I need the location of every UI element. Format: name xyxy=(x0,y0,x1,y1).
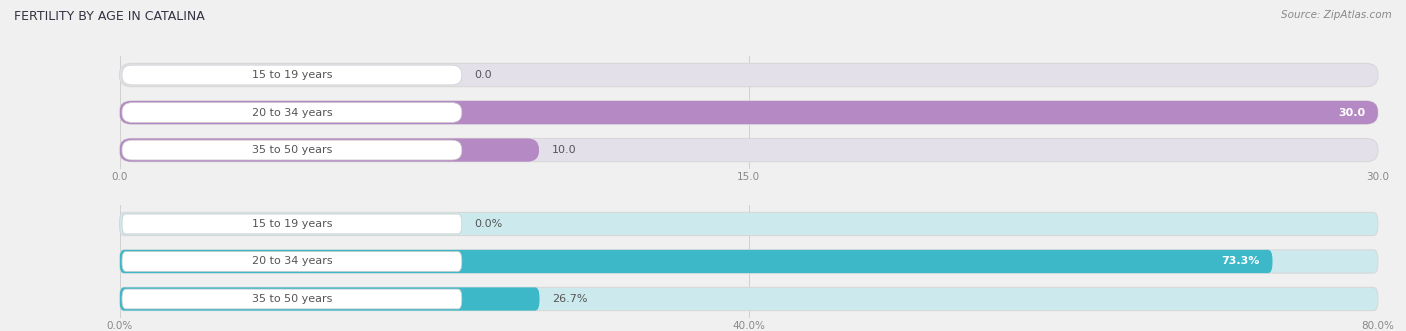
FancyBboxPatch shape xyxy=(122,289,461,309)
FancyBboxPatch shape xyxy=(120,250,1378,273)
FancyBboxPatch shape xyxy=(120,287,540,310)
FancyBboxPatch shape xyxy=(120,138,1378,162)
FancyBboxPatch shape xyxy=(120,250,1272,273)
Text: 35 to 50 years: 35 to 50 years xyxy=(252,294,332,304)
Text: FERTILITY BY AGE IN CATALINA: FERTILITY BY AGE IN CATALINA xyxy=(14,10,205,23)
Text: 20 to 34 years: 20 to 34 years xyxy=(252,257,332,266)
FancyBboxPatch shape xyxy=(120,64,1378,87)
Text: 26.7%: 26.7% xyxy=(553,294,588,304)
Text: 10.0: 10.0 xyxy=(551,145,576,155)
Text: 20 to 34 years: 20 to 34 years xyxy=(252,108,332,118)
Text: 0.0%: 0.0% xyxy=(474,219,502,229)
Text: 73.3%: 73.3% xyxy=(1222,257,1260,266)
FancyBboxPatch shape xyxy=(122,140,461,160)
Text: 30.0: 30.0 xyxy=(1339,108,1365,118)
FancyBboxPatch shape xyxy=(120,101,1378,124)
FancyBboxPatch shape xyxy=(120,101,1378,124)
FancyBboxPatch shape xyxy=(122,65,461,85)
FancyBboxPatch shape xyxy=(120,138,538,162)
FancyBboxPatch shape xyxy=(122,103,461,122)
Text: Source: ZipAtlas.com: Source: ZipAtlas.com xyxy=(1281,10,1392,20)
FancyBboxPatch shape xyxy=(120,287,1378,310)
FancyBboxPatch shape xyxy=(122,214,461,234)
Text: 15 to 19 years: 15 to 19 years xyxy=(252,70,332,80)
FancyBboxPatch shape xyxy=(122,252,461,271)
FancyBboxPatch shape xyxy=(120,213,1378,236)
Text: 0.0: 0.0 xyxy=(474,70,492,80)
Text: 15 to 19 years: 15 to 19 years xyxy=(252,219,332,229)
Text: 35 to 50 years: 35 to 50 years xyxy=(252,145,332,155)
